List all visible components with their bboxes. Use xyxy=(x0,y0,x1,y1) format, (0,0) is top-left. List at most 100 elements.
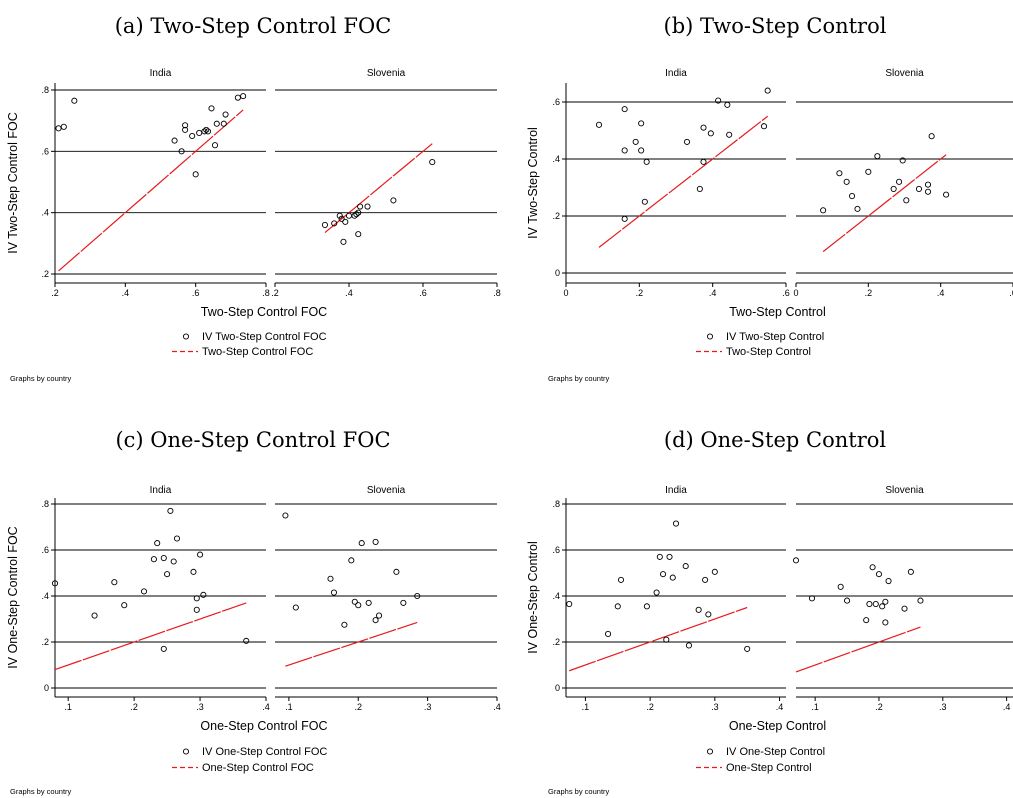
data-point xyxy=(882,598,889,605)
data-point xyxy=(844,597,851,604)
data-point xyxy=(211,142,219,149)
x-tick-label: .3 xyxy=(196,702,204,712)
data-point xyxy=(641,198,648,205)
graphs-by-note: Graphs by country xyxy=(10,374,72,383)
data-point xyxy=(200,591,207,598)
y-tick-label: .6 xyxy=(552,545,560,555)
graphs-by-note: Graphs by country xyxy=(548,787,610,796)
chart-title: (a) Two-Step Control FOC xyxy=(115,14,392,38)
data-point xyxy=(365,599,372,606)
legend-marker-circle xyxy=(706,333,714,340)
legend-label: One-Step Control xyxy=(726,762,812,774)
x-tick-label: .3 xyxy=(711,702,719,712)
x-tick-label: 0 xyxy=(563,288,568,298)
data-point xyxy=(60,123,67,130)
legend-label: IV One-Step Control xyxy=(726,746,825,758)
data-point xyxy=(890,185,897,192)
data-point xyxy=(393,568,400,575)
reference-line xyxy=(285,621,418,667)
x-tick-label: .6 xyxy=(1009,288,1013,298)
data-point xyxy=(907,568,914,575)
reference-line xyxy=(58,109,244,272)
y-tick-label: .2 xyxy=(41,269,49,279)
y-tick-label: .2 xyxy=(552,211,560,221)
data-point xyxy=(792,557,800,564)
x-tick-label: .6 xyxy=(782,288,790,298)
data-point xyxy=(390,197,397,204)
data-point xyxy=(414,592,421,600)
data-point xyxy=(663,636,670,643)
data-point xyxy=(342,218,349,225)
data-point xyxy=(150,556,157,563)
data-point xyxy=(685,642,692,649)
data-point xyxy=(348,557,355,564)
x-tick-label: .2 xyxy=(130,702,138,712)
data-point xyxy=(638,147,645,154)
legend-label: IV One-Step Control FOC xyxy=(202,746,327,758)
data-point xyxy=(353,211,360,218)
data-point xyxy=(863,617,870,624)
reference-line xyxy=(54,602,247,671)
y-axis-label: IV Two-Step Control FOC xyxy=(6,112,20,254)
data-point xyxy=(715,97,722,104)
data-point xyxy=(660,571,667,578)
data-point xyxy=(682,563,689,570)
data-point xyxy=(140,588,148,595)
data-point xyxy=(201,128,208,135)
data-point xyxy=(566,601,573,608)
data-point xyxy=(696,185,703,192)
data-point xyxy=(760,123,768,130)
graphs-by-note: Graphs by country xyxy=(548,374,610,383)
x-tick-label: .1 xyxy=(285,702,293,712)
data-point xyxy=(764,87,771,94)
data-point xyxy=(726,131,733,138)
data-point xyxy=(707,130,714,137)
legend-label: IV Two-Step Control xyxy=(726,331,824,343)
data-point xyxy=(192,171,199,178)
y-axis-label: IV One-Step Control xyxy=(526,541,540,654)
x-axis-label: Two-Step Control FOC xyxy=(201,305,327,319)
data-point xyxy=(197,551,204,558)
data-point xyxy=(220,120,227,127)
x-axis-label: One-Step Control xyxy=(729,719,826,733)
data-point xyxy=(321,221,329,228)
x-tick-label: .2 xyxy=(271,288,279,298)
data-point xyxy=(355,231,362,238)
data-point xyxy=(173,535,181,542)
data-point xyxy=(711,568,718,575)
data-point xyxy=(820,207,827,214)
data-point xyxy=(171,137,178,144)
data-point xyxy=(702,576,709,583)
data-point xyxy=(866,601,873,608)
data-point xyxy=(208,105,215,112)
panel-label: Slovenia xyxy=(367,485,406,496)
data-point xyxy=(836,170,843,177)
data-point xyxy=(190,568,197,575)
data-point xyxy=(621,106,628,113)
panel-label: Slovenia xyxy=(885,68,924,79)
y-axis-label: IV Two-Step Control xyxy=(526,127,540,239)
data-point xyxy=(621,147,628,154)
panel-label: India xyxy=(150,68,172,79)
x-tick-label: .2 xyxy=(875,702,883,712)
data-point xyxy=(643,603,650,610)
panel-slovenia: Slovenia .2 .4 .6 .8 xyxy=(271,68,501,298)
x-tick-label: .1 xyxy=(811,702,819,712)
data-point xyxy=(605,630,612,638)
x-tick-label: .4 xyxy=(493,702,501,712)
legend-marker-circle xyxy=(182,748,190,755)
data-point xyxy=(357,203,364,210)
data-point xyxy=(429,159,436,166)
data-point xyxy=(621,215,628,222)
data-point xyxy=(154,540,161,547)
y-tick-label: .2 xyxy=(41,637,49,647)
data-point xyxy=(331,220,338,227)
data-point xyxy=(234,94,241,101)
y-tick-label: 0 xyxy=(555,268,560,278)
data-point xyxy=(808,595,816,602)
data-point xyxy=(121,602,128,609)
x-tick-label: .2 xyxy=(354,702,362,712)
data-point xyxy=(160,555,167,562)
data-point xyxy=(924,188,932,195)
x-tick-label: .3 xyxy=(939,702,947,712)
